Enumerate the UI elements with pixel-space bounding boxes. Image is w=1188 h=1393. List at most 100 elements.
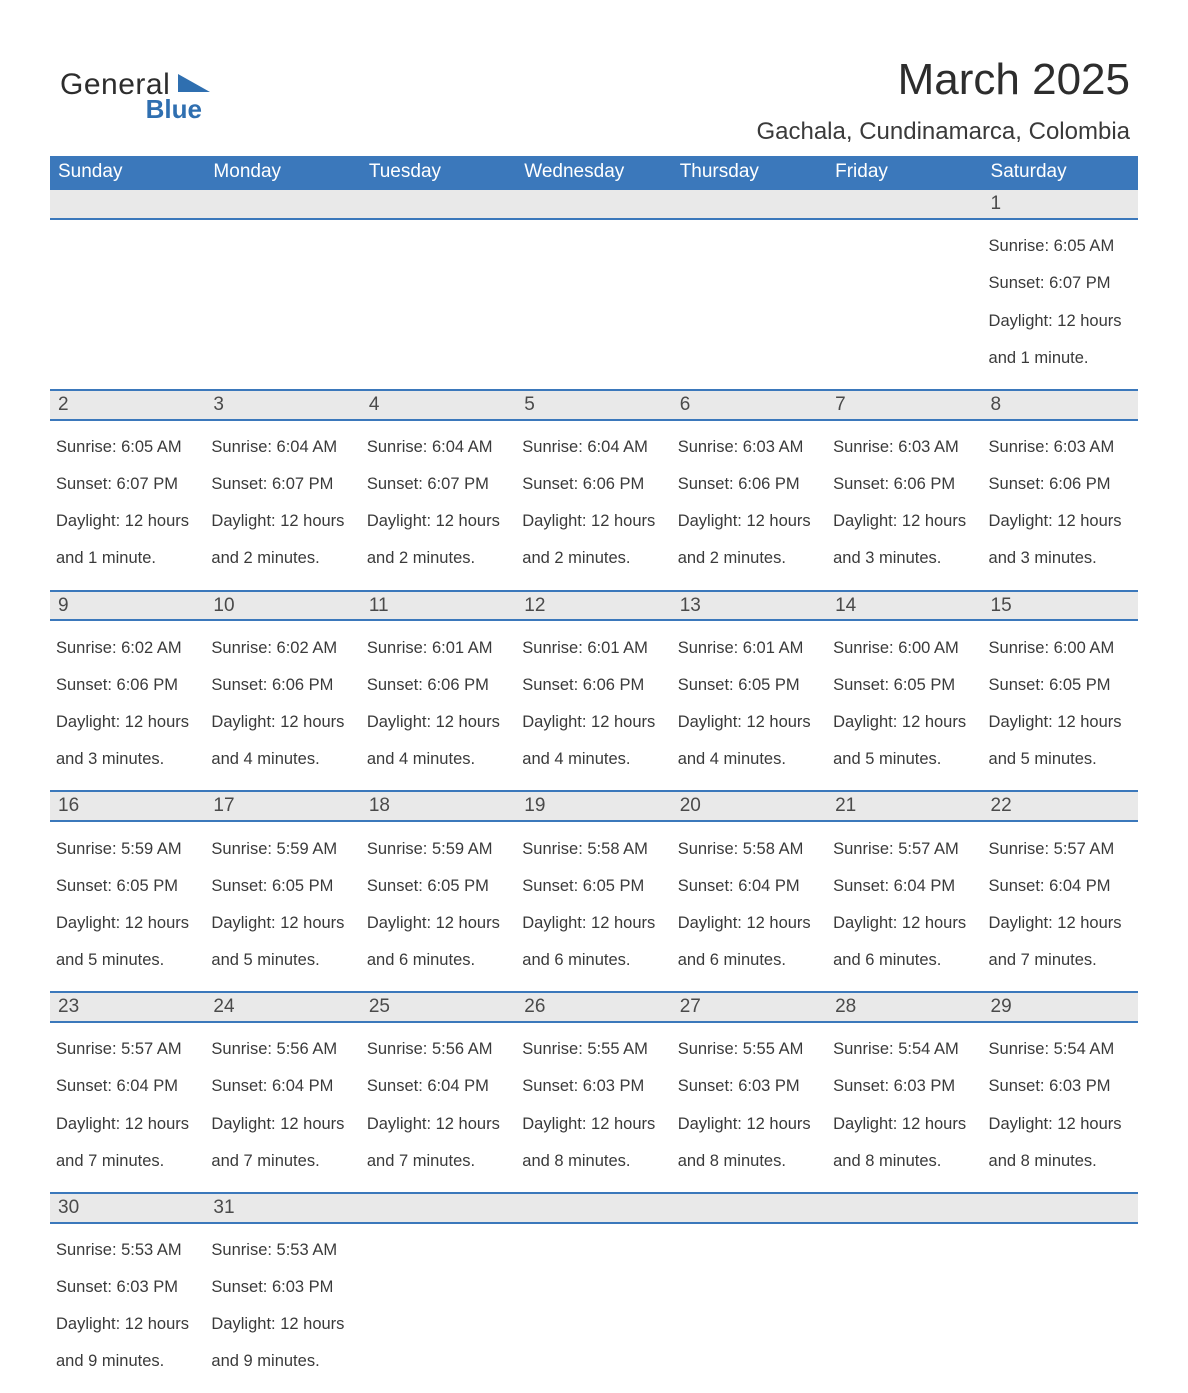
daylight-line1: Daylight: 12 hours [989,712,1130,733]
sunrise-text: Sunrise: 5:57 AM [833,839,974,860]
calendar-week-details: Sunrise: 6:02 AM Sunset: 6:06 PM Daylight:… [50,620,1138,791]
sunrise-text: Sunrise: 5:57 AM [989,839,1130,860]
daylight-line1: Daylight: 12 hours [56,1314,197,1335]
day-detail-cell: Sunrise: 6:05 AM Sunset: 6:07 PM Daylight:… [50,420,205,591]
day-number-cell [983,1193,1138,1223]
daylight-line1: Daylight: 12 hours [367,511,508,532]
sunset-text: Sunset: 6:04 PM [56,1076,197,1097]
day-detail-cell: Sunrise: 5:53 AMSunset: 6:03 PMDaylight:… [205,1223,360,1393]
daylight-line2: and 7 minutes. [56,1151,197,1172]
sunset-text: Sunset: 6:06 PM [678,474,819,495]
day-detail-cell [672,1223,827,1393]
day-number-cell: 3 [205,390,360,420]
sunset-text: Sunset: 6:07 PM [56,474,197,495]
daylight-line2: and 1 minute. [989,348,1130,369]
sunrise-text: Sunrise: 5:54 AM [989,1039,1130,1060]
day-number-cell: 18 [361,791,516,821]
daylight-line1: Daylight: 12 hours [211,913,352,934]
day-number-cell: 27 [672,992,827,1022]
sunrise-text: Sunrise: 6:04 AM [211,437,352,458]
day-detail-cell: Sunrise: 5:53 AM Sunset: 6:03 PM Daylight:… [50,1223,205,1393]
calendar-week-daynums: 16171819202122 [50,791,1138,821]
calendar-week-details: Sunrise: 6:05 AMSunset: 6:07 PMDaylight:… [50,219,1138,390]
daylight-line2: and 8 minutes. [989,1151,1130,1172]
calendar-week-daynums: 1 [50,189,1138,219]
daylight-line1: Daylight: 12 hours [56,511,197,532]
calendar-weekday-header: Sunday Monday Tuesday Wednesday Thursday… [50,156,1138,189]
sunset-text: Sunset: 6:04 PM [367,1076,508,1097]
daylight-line1: Daylight: 12 hours [522,913,663,934]
daylight-line2: and 5 minutes. [211,950,352,971]
day-detail-cell [50,219,205,390]
daylight-line1: Daylight: 12 hours [678,913,819,934]
day-number-cell: 2 [50,390,205,420]
month-title: March 2025 [756,56,1130,104]
daylight-line1: Daylight: 12 hours [989,1114,1130,1135]
daylight-line2: and 4 minutes. [211,749,352,770]
sunrise-text: Sunrise: 5:54 AM [833,1039,974,1060]
calendar-week-daynums: 2345678 [50,390,1138,420]
weekday-heading: Sunday [50,156,205,189]
day-number-cell [205,189,360,219]
sunset-text: Sunset: 6:06 PM [211,675,352,696]
sunrise-text: Sunrise: 6:02 AM [211,638,352,659]
daylight-line2: and 7 minutes. [367,1151,508,1172]
day-number-cell [516,189,671,219]
day-detail-cell: Sunrise: 6:00 AMSunset: 6:05 PMDaylight:… [827,620,982,791]
day-number-cell: 7 [827,390,982,420]
day-detail-cell [827,219,982,390]
daylight-line2: and 7 minutes. [211,1151,352,1172]
calendar-body: 1 Sunrise: 6:05 AM Sunset: 6:07 PM Daylight… [50,189,1138,1393]
day-detail-cell: Sunrise: 6:04 AMSunset: 6:06 PMDaylight:… [516,420,671,591]
sunset-text: Sunset: 6:03 PM [678,1076,819,1097]
sunrise-text: Sunrise: 5:53 AM [56,1240,197,1261]
sunset-text: Sunset: 6:06 PM [989,474,1130,495]
day-detail-cell [361,1223,516,1393]
daylight-line2: and 9 minutes. [56,1351,197,1372]
daylight-line1: Daylight: 12 hours [522,1114,663,1135]
sunset-text: Sunset: 6:03 PM [56,1277,197,1298]
sunrise-text: Sunrise: 5:58 AM [678,839,819,860]
day-detail-cell: Sunrise: 5:56 AMSunset: 6:04 PMDaylight:… [361,1022,516,1193]
brand-logo: General Blue [60,70,240,130]
day-number-cell: 13 [672,591,827,621]
calendar-week-daynums: 9101112131415 [50,591,1138,621]
daylight-line2: and 8 minutes. [678,1151,819,1172]
sunrise-text: Sunrise: 6:01 AM [522,638,663,659]
sunset-text: Sunset: 6:05 PM [522,876,663,897]
day-number-cell: 5 [516,390,671,420]
calendar-page: General Blue March 2025 Gachala, Cundina… [0,0,1188,918]
day-number-cell [827,1193,982,1223]
day-detail-cell: Sunrise: 6:01 AMSunset: 6:06 PMDaylight:… [361,620,516,791]
sunset-text: Sunset: 6:06 PM [833,474,974,495]
day-detail-cell: Sunrise: 5:59 AMSunset: 6:05 PMDaylight:… [50,821,205,992]
day-detail-cell: Sunrise: 5:54 AMSunset: 6:03 PMDaylight:… [983,1022,1138,1193]
weekday-heading: Friday [827,156,982,189]
day-detail-cell: Sunrise: 5:55 AMSunset: 6:03 PMDaylight:… [516,1022,671,1193]
daylight-line1: Daylight: 12 hours [678,1114,819,1135]
sunrise-text: Sunrise: 6:04 AM [367,437,508,458]
daylight-line2: and 8 minutes. [522,1151,663,1172]
sunset-text: Sunset: 6:05 PM [989,675,1130,696]
day-detail-cell [516,219,671,390]
sunrise-text: Sunrise: 6:01 AM [678,638,819,659]
day-number-cell [361,1193,516,1223]
day-detail-cell: Sunrise: 6:04 AMSunset: 6:07 PMDaylight:… [361,420,516,591]
day-number-cell: 19 [516,791,671,821]
daylight-line1: Daylight: 12 hours [211,511,352,532]
sunrise-text: Sunrise: 6:05 AM [56,437,197,458]
weekday-heading: Thursday [672,156,827,189]
daylight-line1: Daylight: 12 hours [56,1114,197,1135]
day-detail-cell [516,1223,671,1393]
daylight-line2: and 2 minutes. [522,548,663,569]
sunset-text: Sunset: 6:04 PM [833,876,974,897]
sunrise-text: Sunrise: 5:56 AM [211,1039,352,1060]
daylight-line2: and 5 minutes. [833,749,974,770]
daylight-line2: and 3 minutes. [989,548,1130,569]
day-number-cell: 15 [983,591,1138,621]
daylight-line1: Daylight: 12 hours [211,1114,352,1135]
sunset-text: Sunset: 6:03 PM [833,1076,974,1097]
calendar-week-details: Sunrise: 5:57 AMSunset: 6:04 PMDaylight:… [50,1022,1138,1193]
sunset-text: Sunset: 6:07 PM [989,273,1130,294]
day-detail-cell [827,1223,982,1393]
